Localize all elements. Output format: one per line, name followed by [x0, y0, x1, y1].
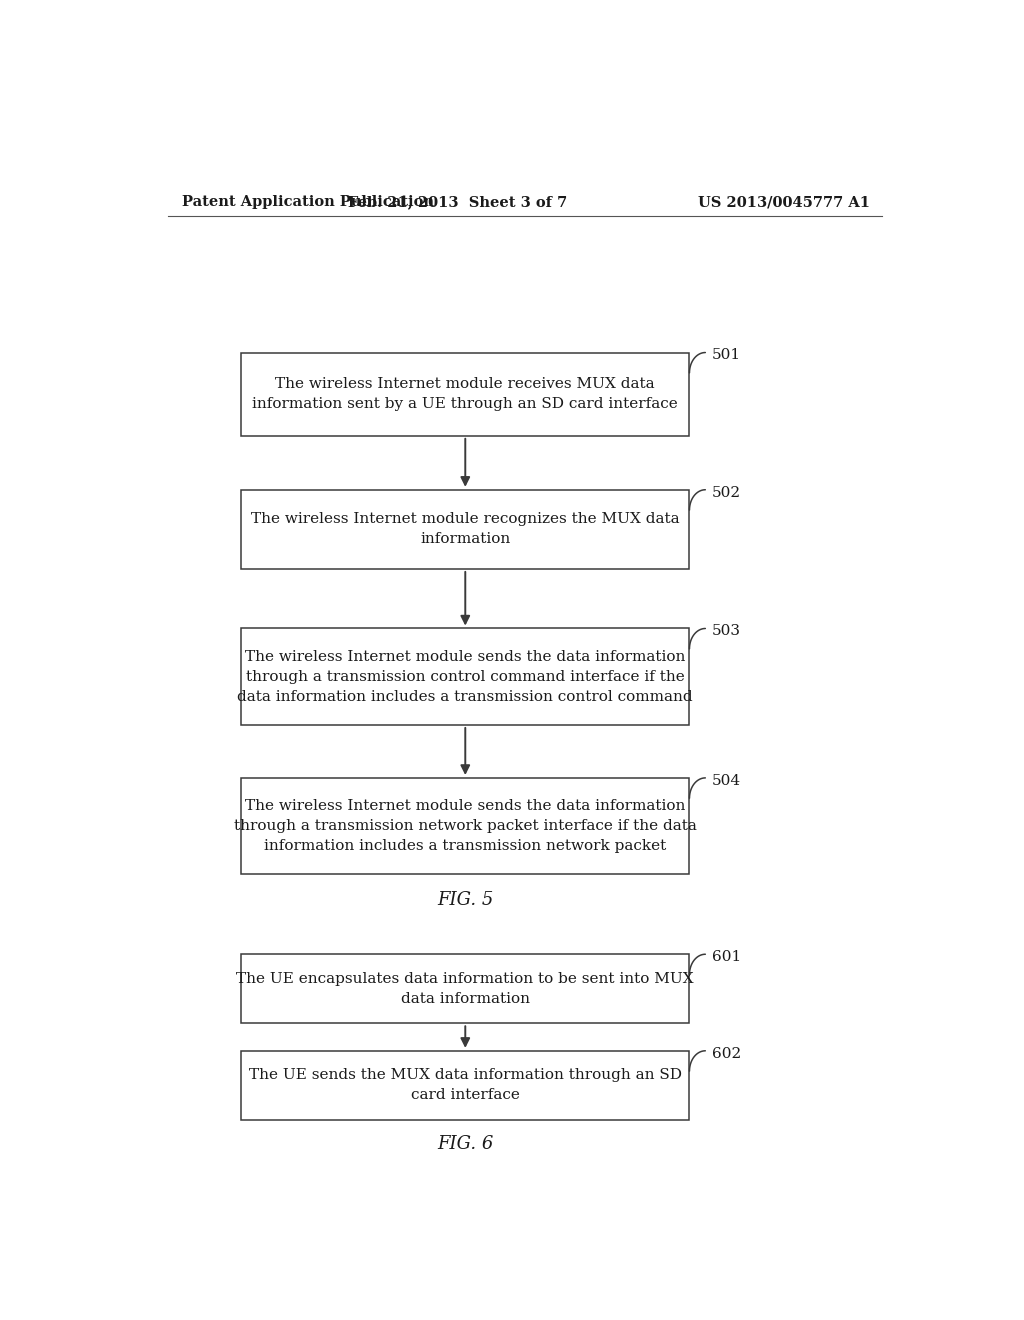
Text: The wireless Internet module sends the data information
through a transmission n: The wireless Internet module sends the d…	[233, 799, 696, 853]
Text: US 2013/0045777 A1: US 2013/0045777 A1	[698, 195, 870, 209]
Bar	[241, 628, 689, 725]
Text: 503: 503	[712, 624, 740, 639]
Text: The UE encapsulates data information to be sent into MUX
data information: The UE encapsulates data information to …	[237, 972, 694, 1006]
Text: The wireless Internet module receives MUX data
information sent by a UE through : The wireless Internet module receives MU…	[252, 378, 678, 412]
Text: FIG. 5: FIG. 5	[437, 891, 494, 909]
Bar	[241, 1051, 689, 1119]
Text: Feb. 21, 2013  Sheet 3 of 7: Feb. 21, 2013 Sheet 3 of 7	[348, 195, 567, 209]
Text: FIG. 6: FIG. 6	[437, 1135, 494, 1154]
Bar	[241, 352, 689, 436]
Text: 501: 501	[712, 348, 740, 363]
Text: 602: 602	[712, 1047, 741, 1061]
Text: Patent Application Publication: Patent Application Publication	[182, 195, 434, 209]
Text: 502: 502	[712, 486, 740, 500]
Text: 504: 504	[712, 774, 740, 788]
Text: The wireless Internet module sends the data information
through a transmission c: The wireless Internet module sends the d…	[238, 649, 693, 704]
Bar	[241, 490, 689, 569]
Bar	[241, 777, 689, 874]
Text: 601: 601	[712, 950, 741, 964]
Bar	[241, 954, 689, 1023]
Text: The UE sends the MUX data information through an SD
card interface: The UE sends the MUX data information th…	[249, 1068, 682, 1102]
Text: The wireless Internet module recognizes the MUX data
information: The wireless Internet module recognizes …	[251, 512, 680, 546]
